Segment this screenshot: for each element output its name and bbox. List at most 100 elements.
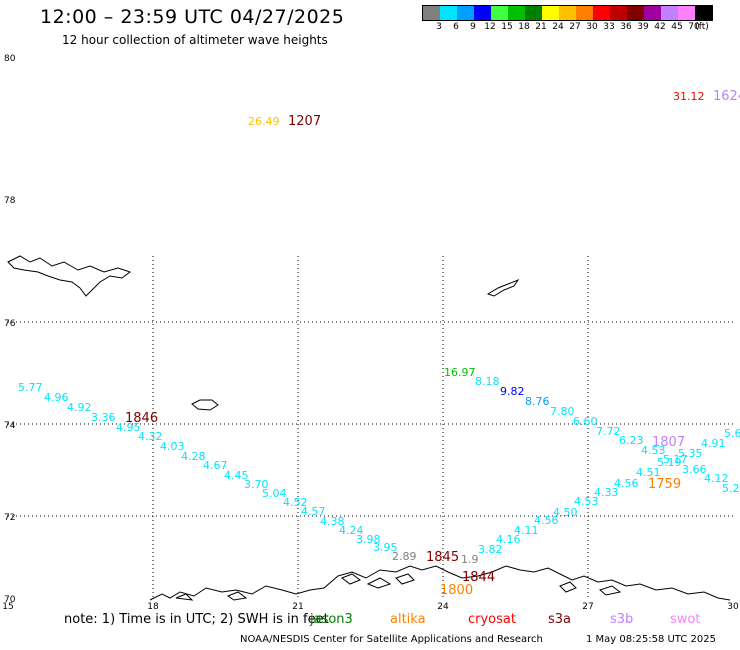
- legend-swatch: [423, 6, 440, 20]
- pass-time-label: 1759: [648, 477, 681, 492]
- norway-islands-4: [559, 581, 577, 593]
- swh-value: 4.50: [553, 506, 578, 519]
- swh-value: 31.12: [673, 90, 705, 103]
- legend-swatch: [644, 6, 661, 20]
- page-title: 12:00 – 23:59 UTC 04/27/2025: [40, 6, 345, 28]
- swh-value: 9.82: [500, 385, 525, 398]
- pass-time-label: 1207: [288, 114, 321, 129]
- swh-value: 7.72: [596, 425, 621, 438]
- satellite-legend-item: cryosat: [468, 612, 516, 627]
- legend-label: 21: [535, 22, 547, 32]
- legend-label: 70: [688, 22, 700, 32]
- swh-value: 7.80: [550, 405, 575, 418]
- legend-swatch: [661, 6, 678, 20]
- swh-value: 3.36: [91, 411, 116, 424]
- legend-label: 42: [654, 22, 666, 32]
- legend-swatch: [627, 6, 644, 20]
- swh-value: 4.92: [67, 401, 92, 414]
- swh-value: 4.16: [496, 533, 521, 546]
- swh-value: 4.03: [160, 440, 185, 453]
- pass-time-label: 1846: [125, 411, 158, 426]
- svalbard-coastline: [7, 255, 132, 297]
- legend-label: 36: [620, 22, 632, 32]
- norway-islands-1: [340, 573, 362, 585]
- norway-islands-3: [395, 573, 415, 585]
- pass-time-label: 1800: [440, 583, 473, 598]
- swh-value: 16.97: [444, 366, 476, 379]
- swh-value: 4.52: [283, 496, 308, 509]
- swh-value: 3.66: [682, 463, 707, 476]
- latitude-tick-label: 76: [4, 319, 16, 329]
- bear-island-coastline: [191, 399, 219, 411]
- legend-label: (ft): [695, 22, 709, 32]
- swh-value: 5.35: [678, 447, 703, 460]
- swh-value: 4.24: [339, 524, 364, 537]
- swh-value: 8.76: [525, 395, 550, 408]
- swh-value: 4.53: [574, 495, 599, 508]
- longitude-tick-label: 24: [437, 602, 449, 612]
- legend-swatch: [440, 6, 457, 20]
- latitude-tick-label: 80: [4, 54, 16, 64]
- legend-label: 24: [552, 22, 564, 32]
- legend-label: 45: [671, 22, 683, 32]
- swh-value: 4.32: [138, 430, 163, 443]
- legend-label: 30: [586, 22, 598, 32]
- swh-value: 4.56: [614, 477, 639, 490]
- page-subtitle: 12 hour collection of altimeter wave hei…: [62, 33, 328, 47]
- legend-swatch: [508, 6, 525, 20]
- satellite-legend-item: swot: [670, 612, 701, 627]
- latitude-tick-label: 70: [4, 595, 16, 605]
- swh-value: 8.18: [475, 375, 500, 388]
- swh-value: 4.33: [594, 486, 619, 499]
- legend-swatch: [576, 6, 593, 20]
- norway-islands-5: [598, 585, 622, 596]
- swh-value: 1.9: [461, 553, 479, 566]
- swh-value: 2.89: [392, 550, 417, 563]
- swh-value: 4.45: [224, 469, 249, 482]
- pass-time-label: 1624: [713, 89, 740, 104]
- pass-time-label: 1845: [426, 550, 459, 565]
- swh-value: 5.17: [663, 453, 688, 466]
- legend-label: 33: [603, 22, 615, 32]
- legend-swatch: [542, 6, 559, 20]
- generation-timestamp: 1 May 08:25:58 UTC 2025: [586, 634, 716, 645]
- satellite-legend-item: s3b: [610, 612, 634, 627]
- swh-value: 26.49: [248, 115, 280, 128]
- legend-label: 15: [501, 22, 513, 32]
- swh-value: 4.67: [203, 459, 228, 472]
- legend-swatch: [474, 6, 491, 20]
- swh-value: 5.04: [262, 487, 287, 500]
- legend-swatch: [678, 6, 695, 20]
- swh-value: 5.19: [657, 456, 682, 469]
- legend-swatch: [525, 6, 542, 20]
- swh-values: 5.774.964.923.364.954.324.034.284.674.45…: [18, 90, 740, 566]
- longitude-tick-label: 15: [2, 602, 13, 612]
- swh-value: 4.95: [116, 421, 141, 434]
- legend-label: 27: [569, 22, 581, 32]
- swh-value: 4.91: [701, 437, 726, 450]
- legend-swatch: [610, 6, 627, 20]
- satellite-legend-item: s3a: [548, 612, 572, 627]
- swh-value: 3.95: [373, 541, 398, 554]
- hopen-island-coastline: [486, 278, 520, 297]
- legend-label: 3: [436, 22, 442, 32]
- norway-islands-7: [175, 593, 194, 601]
- swh-value: 4.51: [636, 466, 661, 479]
- legend-label: 6: [453, 22, 459, 32]
- swh-value: 4.28: [181, 450, 206, 463]
- legend-swatch: [559, 6, 576, 20]
- longitude-tick-label: 21: [292, 602, 303, 612]
- legend-label: 9: [470, 22, 476, 32]
- norway-coastline: [149, 565, 731, 601]
- satellite-legend-item: altika: [390, 612, 426, 627]
- legend-swatch: [593, 6, 610, 20]
- swh-value: 3.70: [244, 478, 269, 491]
- longitude-tick-label: 27: [582, 602, 593, 612]
- swh-value: 4.53: [641, 444, 666, 457]
- coastline: [7, 255, 731, 601]
- norway-islands-6: [226, 591, 248, 601]
- legend-swatch: [695, 6, 712, 20]
